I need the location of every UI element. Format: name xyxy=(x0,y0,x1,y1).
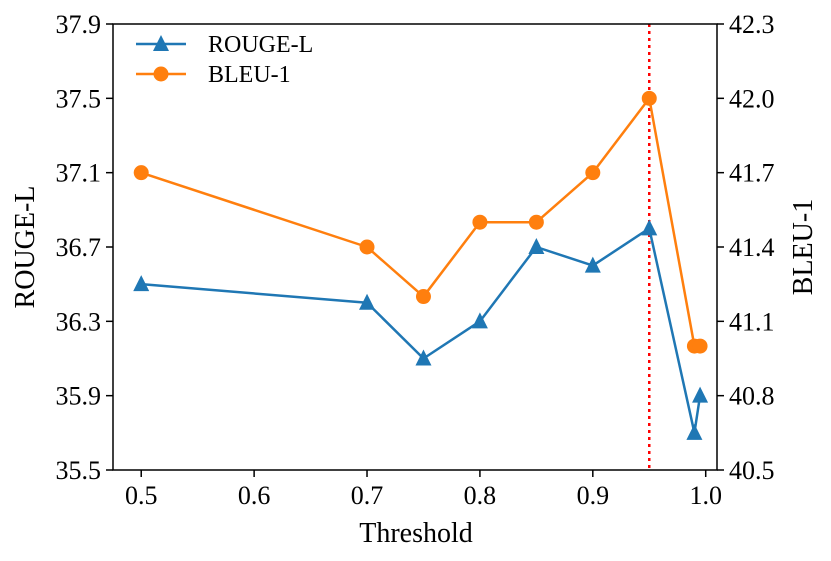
series-line-rouge-l xyxy=(141,227,702,435)
point-rouge-l xyxy=(528,238,545,254)
x-axis-label: Threshold xyxy=(359,518,473,549)
legend-rouge-label: ROUGE-L xyxy=(208,32,313,58)
right-y-tick-label: 41.4 xyxy=(729,233,775,262)
legend-bleu-label: BLEU-1 xyxy=(208,62,291,88)
right-y-tick-label: 40.5 xyxy=(729,456,775,485)
series-line-bleu-1 xyxy=(140,97,701,348)
left-y-tick-label: 35.9 xyxy=(56,382,102,411)
x-tick-label: 1.0 xyxy=(689,481,722,510)
x-tick-label: 0.6 xyxy=(238,481,271,510)
point-rouge-l xyxy=(641,219,658,236)
point-bleu-1 xyxy=(133,165,149,181)
axes-frame xyxy=(112,23,718,471)
point-rouge-l xyxy=(415,349,432,366)
left-y-tick-label: 36.7 xyxy=(56,233,102,262)
right-y-tick-label: 41.7 xyxy=(729,159,775,188)
left-y-tick-label: 35.5 xyxy=(56,456,102,485)
point-rouge-l xyxy=(584,256,601,273)
right-y-tick-label: 42.0 xyxy=(729,84,775,113)
point-bleu-1 xyxy=(472,214,488,230)
x-tick-label: 0.5 xyxy=(125,481,158,510)
point-rouge-l xyxy=(471,312,488,329)
point-bleu-1 xyxy=(641,90,657,106)
left-y-axis-label: ROUGE-L xyxy=(10,186,41,309)
axes: 0.5 0.6 0.7 0.8 0.9 1.0 35.5 35.9 36.3 36.7 37.1 37… xyxy=(56,10,775,510)
point-rouge-l xyxy=(133,275,150,292)
left-y-tick-label: 37.5 xyxy=(56,84,102,113)
legend-rouge-marker xyxy=(153,35,169,51)
point-bleu-1 xyxy=(359,239,375,255)
plot-area xyxy=(133,24,709,470)
legend: ROUGE-L BLEU-1 xyxy=(136,32,313,88)
right-y-tick-label: 40.8 xyxy=(729,382,775,411)
left-y-tick-label: 37.1 xyxy=(56,159,102,188)
x-tick-label: 0.7 xyxy=(351,481,384,510)
legend-bleu-marker xyxy=(153,66,169,82)
point-rouge-l xyxy=(692,386,709,403)
point-rouge-l xyxy=(686,423,703,440)
right-y-tick-label: 42.3 xyxy=(729,10,775,39)
point-bleu-1 xyxy=(585,165,601,181)
right-y-axis-label: BLEU-1 xyxy=(788,199,819,295)
point-bleu-1 xyxy=(692,338,708,354)
x-tick-label: 0.9 xyxy=(577,481,610,510)
left-y-tick-label: 36.3 xyxy=(56,307,102,336)
right-y-tick-label: 41.1 xyxy=(729,307,775,336)
left-y-tick-label: 37.9 xyxy=(56,10,102,39)
point-rouge-l xyxy=(359,293,376,310)
point-bleu-1 xyxy=(415,289,431,305)
x-tick-label: 0.8 xyxy=(464,481,497,510)
point-bleu-1 xyxy=(528,214,544,230)
